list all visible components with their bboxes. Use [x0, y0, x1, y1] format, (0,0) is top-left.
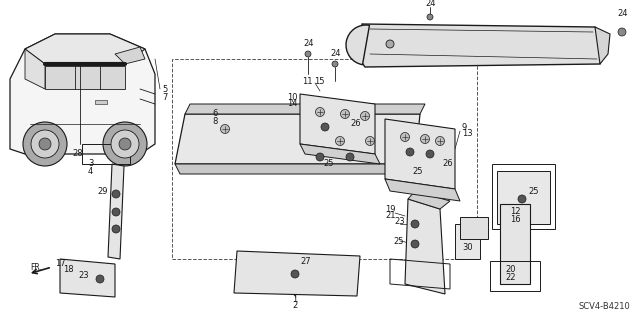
Circle shape — [111, 130, 139, 158]
Circle shape — [112, 190, 120, 198]
Circle shape — [365, 137, 374, 145]
Text: 25: 25 — [323, 160, 333, 168]
Polygon shape — [300, 94, 375, 154]
Text: 2: 2 — [292, 301, 298, 310]
Text: 23: 23 — [78, 271, 88, 279]
Text: 30: 30 — [462, 242, 472, 251]
Text: 24: 24 — [303, 40, 314, 48]
Circle shape — [435, 137, 445, 145]
Circle shape — [411, 240, 419, 248]
Text: 9: 9 — [462, 122, 467, 131]
Text: 10: 10 — [287, 93, 298, 101]
Text: 22: 22 — [505, 272, 515, 281]
Circle shape — [426, 150, 434, 158]
Polygon shape — [115, 47, 145, 64]
Circle shape — [332, 61, 338, 67]
Circle shape — [411, 220, 419, 228]
Polygon shape — [25, 34, 145, 64]
Text: 24: 24 — [330, 49, 340, 58]
Circle shape — [618, 28, 626, 36]
Circle shape — [39, 138, 51, 150]
Text: 17: 17 — [55, 258, 66, 268]
Text: 5: 5 — [162, 85, 167, 93]
Circle shape — [103, 122, 147, 166]
Wedge shape — [346, 25, 369, 65]
Text: 7: 7 — [162, 93, 168, 101]
Text: 6: 6 — [212, 109, 218, 118]
Text: 11: 11 — [302, 77, 312, 85]
Polygon shape — [595, 27, 610, 64]
Polygon shape — [175, 164, 415, 174]
Circle shape — [112, 225, 120, 233]
Polygon shape — [10, 34, 155, 154]
Bar — [95, 100, 107, 104]
Circle shape — [291, 270, 299, 278]
Polygon shape — [60, 259, 115, 297]
Polygon shape — [300, 144, 380, 164]
Text: 12: 12 — [510, 207, 520, 217]
Text: 15: 15 — [314, 77, 324, 85]
Circle shape — [316, 153, 324, 161]
Circle shape — [221, 124, 230, 133]
Polygon shape — [360, 24, 605, 67]
Circle shape — [321, 123, 329, 131]
Text: 25: 25 — [528, 187, 538, 196]
Polygon shape — [500, 204, 530, 284]
Bar — [460, 217, 488, 239]
Text: SCV4-B4210: SCV4-B4210 — [579, 302, 630, 311]
Bar — [455, 224, 480, 259]
Circle shape — [427, 14, 433, 20]
Text: 28: 28 — [72, 150, 83, 159]
Text: 29: 29 — [97, 187, 108, 196]
Circle shape — [335, 137, 344, 145]
Text: 24: 24 — [617, 10, 627, 19]
Text: 14: 14 — [287, 100, 298, 108]
Polygon shape — [25, 49, 45, 89]
Circle shape — [96, 275, 104, 283]
Text: 26: 26 — [442, 160, 452, 168]
Circle shape — [360, 112, 369, 121]
Polygon shape — [185, 104, 425, 114]
Text: 20: 20 — [505, 264, 515, 273]
Text: 19: 19 — [385, 204, 396, 213]
Text: 1: 1 — [292, 294, 298, 303]
Polygon shape — [408, 191, 450, 209]
Polygon shape — [108, 164, 124, 259]
Circle shape — [406, 148, 414, 156]
Text: 26: 26 — [350, 120, 360, 129]
Text: 8: 8 — [212, 116, 218, 125]
Circle shape — [401, 132, 410, 142]
Circle shape — [340, 109, 349, 118]
Circle shape — [346, 153, 354, 161]
Polygon shape — [45, 66, 125, 89]
Bar — [172, 59, 477, 259]
Text: 3: 3 — [88, 160, 93, 168]
Text: 13: 13 — [462, 130, 472, 138]
Text: 18: 18 — [63, 265, 74, 275]
Circle shape — [23, 122, 67, 166]
Circle shape — [305, 51, 311, 57]
Circle shape — [112, 208, 120, 216]
Circle shape — [316, 108, 324, 116]
Circle shape — [31, 130, 59, 158]
Text: 25: 25 — [393, 236, 403, 246]
Polygon shape — [405, 199, 445, 294]
Polygon shape — [497, 171, 550, 224]
Text: 27: 27 — [300, 256, 310, 265]
Circle shape — [420, 135, 429, 144]
Text: 23: 23 — [394, 218, 404, 226]
Polygon shape — [234, 251, 360, 296]
Polygon shape — [385, 119, 455, 189]
Text: 16: 16 — [510, 214, 520, 224]
Text: 24: 24 — [425, 0, 435, 9]
Polygon shape — [385, 179, 460, 201]
Text: 4: 4 — [88, 167, 93, 175]
Polygon shape — [175, 114, 420, 164]
Text: 25: 25 — [412, 167, 422, 175]
Circle shape — [119, 138, 131, 150]
Circle shape — [386, 40, 394, 48]
Text: 21: 21 — [385, 211, 396, 220]
Circle shape — [518, 195, 526, 203]
Text: FR.: FR. — [30, 263, 42, 271]
